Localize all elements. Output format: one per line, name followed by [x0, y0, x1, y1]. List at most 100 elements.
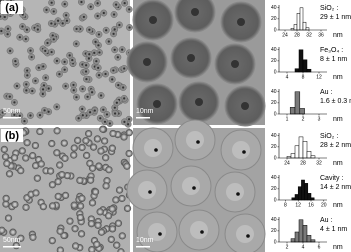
hist-name: Au :	[320, 89, 333, 96]
histogram-bar	[294, 68, 300, 73]
scale-bar	[136, 117, 150, 119]
histogram-bar	[296, 13, 301, 31]
hist-result: 8 ± 1 nm	[320, 56, 347, 63]
y-tick-label: 40	[271, 217, 277, 223]
y-tick-label: 0	[274, 111, 277, 117]
core	[118, 23, 121, 27]
core	[158, 232, 162, 236]
core	[72, 146, 76, 150]
core	[88, 111, 92, 114]
core	[122, 86, 125, 89]
core	[125, 164, 129, 168]
core	[8, 95, 11, 98]
y-tick-label: 20	[271, 58, 277, 64]
core	[72, 89, 75, 92]
cavity	[138, 181, 156, 199]
core	[30, 55, 33, 59]
histogram-bar	[304, 183, 309, 201]
core	[21, 25, 24, 28]
histogram-bar	[298, 219, 304, 243]
core	[93, 190, 98, 194]
histogram-bar	[310, 239, 316, 243]
x-tick-label: 3	[318, 116, 321, 122]
core	[99, 149, 103, 153]
core	[41, 92, 44, 96]
core	[187, 54, 195, 62]
x-tick-label: 6	[318, 244, 321, 250]
core	[25, 141, 29, 145]
core	[50, 183, 55, 187]
core	[34, 191, 38, 195]
core	[80, 196, 84, 200]
core	[88, 53, 91, 56]
core	[63, 156, 67, 160]
core	[78, 178, 82, 182]
core	[128, 8, 131, 11]
core	[105, 29, 108, 32]
core	[154, 148, 158, 152]
hist-result: 28 ± 2 nm	[320, 142, 351, 149]
histogram-bar	[306, 151, 312, 159]
hist-name: SiO₂ :	[320, 133, 338, 140]
core	[13, 202, 17, 207]
x-tick-label: 2	[286, 244, 289, 250]
core	[95, 137, 100, 141]
y-tick-label: 0	[274, 69, 277, 75]
x-tick-label: 2	[302, 116, 305, 122]
core	[29, 114, 32, 117]
core	[98, 210, 102, 214]
x-tick-label: 28	[300, 160, 306, 166]
core	[112, 32, 115, 35]
cavity	[190, 221, 208, 239]
core	[24, 156, 28, 160]
core	[44, 169, 48, 173]
histogram-bar	[305, 27, 310, 31]
core	[90, 166, 95, 170]
core	[110, 207, 114, 211]
core	[114, 3, 118, 6]
core	[127, 123, 130, 126]
core	[0, 15, 2, 18]
core	[50, 204, 55, 208]
histogram-bar	[299, 108, 305, 115]
core	[246, 234, 250, 238]
x-tick-label: 12	[295, 202, 301, 208]
core	[72, 153, 76, 157]
x-tick-label: 4	[286, 74, 289, 80]
core	[128, 26, 131, 29]
core	[81, 87, 84, 91]
core	[19, 236, 23, 240]
histogram-bar	[291, 197, 296, 201]
core	[6, 216, 11, 220]
core	[55, 105, 58, 108]
core	[109, 237, 113, 242]
core	[1, 111, 4, 114]
core	[50, 141, 54, 146]
x-tick-label: 1	[286, 116, 289, 122]
cavity	[144, 139, 162, 157]
core	[52, 10, 55, 13]
y-tick-label: 0	[274, 239, 277, 245]
core	[68, 54, 71, 57]
core	[87, 132, 91, 136]
core	[127, 151, 131, 156]
core	[36, 28, 39, 31]
scale-label: 10nm	[136, 108, 154, 115]
core	[14, 151, 18, 155]
core	[113, 48, 116, 51]
core	[41, 205, 45, 209]
hist-result: 4 ± 1 nm	[320, 226, 347, 233]
core	[37, 66, 40, 69]
core	[61, 22, 64, 25]
core	[23, 119, 26, 123]
y-tick-label: 20	[271, 100, 277, 106]
y-tick-label: 0	[274, 155, 277, 161]
core	[97, 44, 100, 47]
core	[95, 60, 98, 63]
hist-result: 14 ± 2 nm	[320, 184, 351, 191]
core	[89, 217, 93, 221]
core	[77, 117, 80, 120]
core	[18, 114, 21, 117]
